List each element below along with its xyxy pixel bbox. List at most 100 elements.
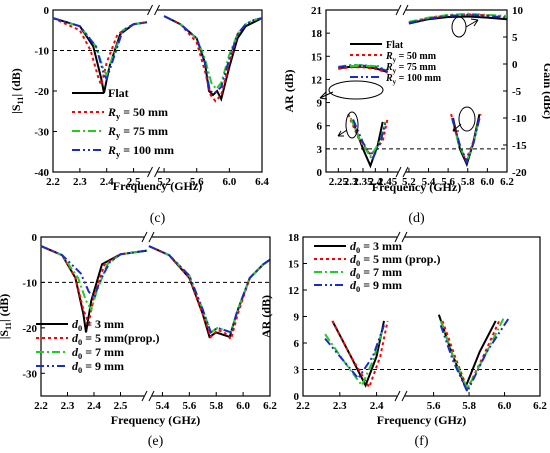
- panel-e: 0 -10 -20 -30 2.2 2.3 2.4 2.5 5.4 5.6 5.8 6.0 6.2 |S1…: [0, 231, 277, 449]
- x-tick-label: 2.3: [333, 400, 347, 412]
- y-tick-label: -40: [34, 167, 49, 179]
- legend-label-part: y: [393, 67, 397, 75]
- x-tick-label: 5.6: [182, 400, 196, 412]
- legend-label-part: y: [116, 131, 121, 140]
- legend-label-part: R: [385, 73, 393, 84]
- panel-caption: (d): [408, 211, 425, 226]
- ar-indicator-ellipse: [458, 106, 476, 132]
- x-tick-label: 5.6: [190, 176, 204, 188]
- series-line-2: [163, 15, 263, 91]
- legend-label-part: Flat: [108, 86, 129, 100]
- x-tick-label: 2.25: [329, 176, 349, 188]
- y-axis-label: |S11| (dB): [9, 68, 25, 114]
- y-tick-label: -10: [34, 46, 49, 58]
- series-line-1: [40, 245, 148, 327]
- legend-label: Ry = 100 mm: [385, 73, 442, 86]
- series-line-2: [324, 325, 385, 388]
- series-line-3: [148, 245, 271, 334]
- axis-break-mark: [402, 166, 409, 178]
- series-line-0: [163, 15, 263, 102]
- legend-label: d0 = 5 mm(prop.): [72, 331, 159, 347]
- legend-label: d0 = 3 mm: [350, 239, 402, 255]
- y-tick-label: 6: [294, 338, 300, 350]
- legend-label: d0 = 7 mm: [350, 265, 402, 281]
- y-tick-label: 0: [44, 5, 50, 17]
- legend-label-part: 0: [356, 259, 360, 268]
- series-line-2: [40, 245, 148, 313]
- x-tick-label: 2.4: [100, 176, 114, 188]
- y-tick-label: -20: [22, 323, 37, 335]
- y-tick-label: 9: [317, 98, 323, 110]
- ar-line-3: [352, 119, 387, 161]
- axis-break-mark: [148, 390, 155, 402]
- series-line-1: [148, 245, 271, 342]
- legend-label-part: d: [350, 278, 357, 292]
- y-tick-label: 15: [288, 259, 300, 271]
- plot-frame: [325, 9, 508, 173]
- y-tick-label: 0: [317, 167, 323, 179]
- legend-label: Flat: [108, 86, 129, 100]
- series-line-1: [441, 320, 501, 392]
- legend-label-part: d: [72, 331, 79, 345]
- y-axis-label-part: 11: [16, 97, 25, 105]
- legend-label-part: 0: [356, 272, 360, 281]
- legend-label: Flat: [386, 40, 404, 51]
- y-tick-label: 15: [311, 51, 323, 63]
- axis-break-mark: [394, 390, 401, 402]
- y-tick-label: 9: [294, 312, 300, 324]
- legend-label: d0 = 5 mm (prop.): [350, 252, 440, 268]
- ar-line-2: [451, 117, 481, 164]
- panel-caption: (e): [148, 434, 164, 449]
- x-tick-label: 5.8: [462, 400, 476, 412]
- legend-label-part: = 50 mm: [396, 51, 437, 62]
- x-tick-label: 5.4: [422, 176, 436, 188]
- axis-break-mark: [154, 166, 160, 178]
- legend-label: Ry = 75 mm: [107, 124, 168, 140]
- legend-label-part: 0: [78, 338, 82, 347]
- axis-break-mark: [401, 231, 408, 243]
- legend-label-part: d: [72, 359, 79, 373]
- x-tick-label: 2.2: [46, 176, 60, 188]
- series-line-3: [439, 315, 511, 394]
- x-axis-label: Frequency (GHz): [113, 179, 202, 193]
- y-tick-label: -20: [34, 86, 49, 98]
- legend-label-part: = 75 mm: [396, 62, 437, 73]
- legend-label-part: = 3 mm: [360, 239, 402, 253]
- y-axis-label: |S11| (dB): [0, 294, 13, 340]
- axis-break-gap: [397, 232, 405, 242]
- legend-label-part: y: [116, 150, 121, 159]
- y-tick-label: -30: [34, 127, 49, 139]
- legend-label: d0 = 9 mm: [350, 278, 402, 294]
- y-axis-label-part: 11: [4, 322, 13, 330]
- indicator-arrow: [337, 129, 348, 137]
- indicator-arrow: [319, 91, 334, 100]
- panel-caption: (c): [150, 211, 166, 226]
- legend-label-part: 0: [78, 366, 82, 375]
- legend-label-part: 0: [356, 285, 360, 294]
- legend-label-part: R: [107, 143, 116, 157]
- legend-label: Ry = 50 mm: [385, 51, 437, 64]
- series-line-3: [52, 17, 148, 82]
- axis-break-gap: [144, 232, 152, 242]
- y-tick-label: -10: [22, 277, 37, 289]
- x-tick-label: 2.4: [368, 176, 382, 188]
- series-line-2: [148, 245, 271, 334]
- legend-label-part: d: [350, 265, 357, 279]
- gain-indicator-ellipse: [328, 80, 384, 100]
- legend-label-part: = 75 mm: [120, 124, 168, 138]
- axis-break-mark: [148, 231, 155, 243]
- legend-label-part: y: [393, 56, 397, 64]
- x-tick-label: 5.6: [441, 176, 455, 188]
- axis-break-mark: [141, 390, 148, 402]
- y-axis-label: AR (dB): [259, 295, 273, 338]
- legend-label: d0 = 7 mm: [72, 345, 124, 361]
- legend-label-part: 0: [356, 246, 360, 255]
- x-tick-label: 6.0: [222, 176, 236, 188]
- y-tick-label: 12: [288, 285, 300, 297]
- y-axis-label-part: AR (dB): [282, 69, 296, 112]
- legend-label-part: R: [107, 124, 116, 138]
- y-axis-label: AR (dB): [282, 69, 296, 112]
- y-axis-label-part: |S: [0, 330, 11, 340]
- y-tick-label: 3: [294, 365, 300, 377]
